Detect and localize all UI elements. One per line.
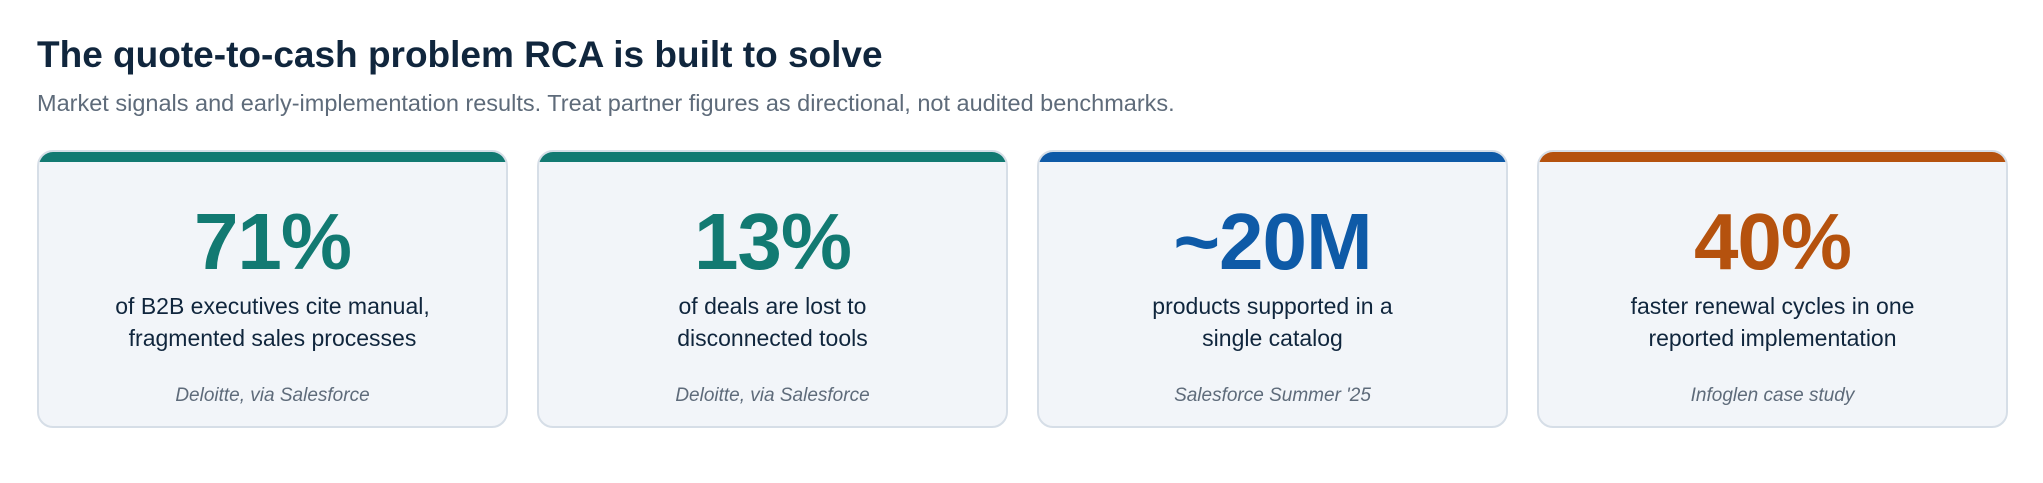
- stat-description-line: reported implementation: [1648, 325, 1897, 351]
- card-accent-bar: [539, 152, 1006, 162]
- stat-source: Deloitte, via Salesforce: [675, 385, 870, 406]
- stat-description-line: faster renewal cycles in one: [1630, 293, 1915, 319]
- card-accent-bar: [1039, 152, 1506, 162]
- card-accent-bar: [39, 152, 506, 162]
- stat-value: 40%: [1693, 197, 1852, 286]
- stat-card-lost-deals: 13% of deals are lost to disconnected to…: [537, 150, 1008, 428]
- stat-description-line: disconnected tools: [677, 325, 868, 351]
- stat-description-line: single catalog: [1202, 325, 1343, 351]
- stat-card-renewal-cycles: 40% faster renewal cycles in one reporte…: [1537, 150, 2008, 428]
- stat-source: Salesforce Summer '25: [1174, 385, 1371, 406]
- stat-description-line: products supported in a: [1152, 293, 1393, 319]
- stat-description: of deals are lost to disconnected tools: [579, 290, 966, 354]
- stat-cards: 71% of B2B executives cite manual, fragm…: [37, 150, 2008, 428]
- page-subtitle: Market signals and early-implementation …: [37, 90, 1175, 116]
- stat-card-catalog-products: ~20M products supported in a single cata…: [1037, 150, 1508, 428]
- stat-source: Infoglen case study: [1690, 385, 1855, 406]
- stat-description: faster renewal cycles in one reported im…: [1579, 290, 1966, 354]
- stat-description-line: of deals are lost to: [678, 293, 867, 319]
- stat-card-manual-processes: 71% of B2B executives cite manual, fragm…: [37, 150, 508, 428]
- stat-value: ~20M: [1173, 197, 1372, 286]
- stat-source: Deloitte, via Salesforce: [175, 385, 370, 406]
- card-accent-bar: [1539, 152, 2006, 162]
- stat-value: 71%: [193, 197, 352, 286]
- stat-value: 13%: [693, 197, 852, 286]
- stat-description: of B2B executives cite manual, fragmente…: [79, 290, 466, 354]
- stat-description-line: fragmented sales processes: [128, 325, 417, 351]
- page-title: The quote-to-cash problem RCA is built t…: [37, 34, 883, 75]
- stat-description-line: of B2B executives cite manual,: [115, 293, 430, 319]
- stat-description: products supported in a single catalog: [1079, 290, 1466, 354]
